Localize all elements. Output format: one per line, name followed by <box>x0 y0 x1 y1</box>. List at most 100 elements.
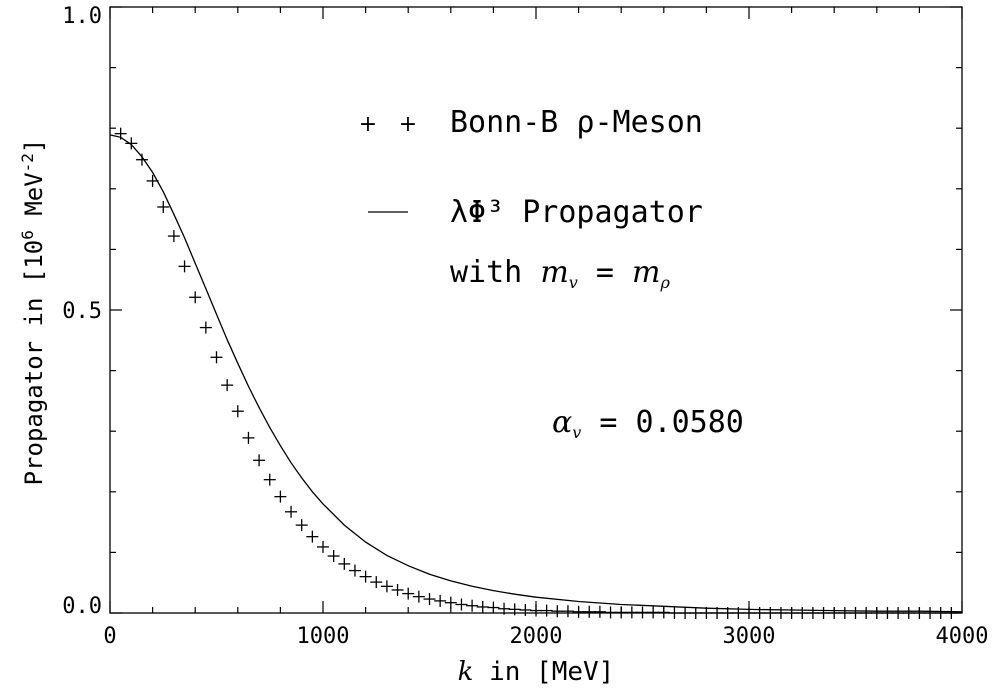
bonn-b-point <box>348 564 361 577</box>
bonn-b-point <box>274 490 287 503</box>
bonn-b-point <box>125 137 138 150</box>
bonn-b-point <box>604 606 617 619</box>
bonn-b-point <box>327 550 340 563</box>
bonn-b-point <box>860 607 873 619</box>
x-tick-label: 0 <box>103 624 116 649</box>
bonn-b-point <box>210 351 223 364</box>
bonn-b-point <box>167 230 180 243</box>
bonn-b-point <box>796 607 809 619</box>
legend-line-label-2: with mv = mρ <box>450 255 670 292</box>
bonn-b-point <box>231 405 244 418</box>
bonn-b-point <box>508 603 521 616</box>
bonn-b-point <box>668 607 681 619</box>
bonn-b-point <box>135 153 148 166</box>
bonn-b-point <box>455 598 468 611</box>
y-tick-label: 1.0 <box>62 4 102 29</box>
bonn-b-point <box>828 607 841 619</box>
y-axis-label-exp2: -2 <box>18 153 37 172</box>
bonn-b-point <box>785 607 798 619</box>
bonn-b-point <box>540 604 553 617</box>
bonn-b-point <box>924 607 937 619</box>
bonn-b-point <box>625 606 638 619</box>
bonn-b-point <box>679 607 692 619</box>
legend-marker-sample-2: + <box>399 112 417 137</box>
bonn-b-point <box>221 379 234 392</box>
x-axis-label-var: k <box>458 657 474 687</box>
bonn-b-point <box>412 590 425 603</box>
bonn-b-point <box>263 473 276 486</box>
bonn-b-point <box>838 607 851 619</box>
y-axis-label-close: ] <box>20 139 48 153</box>
legend: + + Bonn-B ρ-Meson λΦ³ Propagator with m… <box>359 105 703 292</box>
bonn-b-point <box>391 583 404 596</box>
x-tick-label: 3000 <box>723 624 776 649</box>
bonn-b-point <box>870 607 883 619</box>
line-series <box>109 134 963 613</box>
bonn-b-point <box>146 174 159 187</box>
tick-labels: 0 1000 2000 3000 4000 0.0 0.5 1.0 <box>62 4 988 649</box>
alpha-annotation: αv = 0.0580 <box>552 405 744 442</box>
bonn-b-point <box>444 596 457 609</box>
legend-marker-label: Bonn-B ρ-Meson <box>450 105 703 140</box>
bonn-b-point <box>317 540 329 553</box>
bonn-b-point <box>551 605 564 618</box>
bonn-b-point <box>295 519 308 532</box>
bonn-b-point <box>380 580 393 593</box>
bonn-b-point <box>657 606 670 619</box>
bonn-b-point <box>402 587 415 600</box>
bonn-b-point <box>370 576 383 589</box>
bonn-b-point <box>253 454 266 467</box>
bonn-b-point <box>359 570 372 583</box>
y-tick-label: 0.0 <box>62 594 102 619</box>
bonn-b-point <box>892 607 905 619</box>
bonn-b-point <box>934 607 947 619</box>
bonn-b-point <box>434 594 447 607</box>
bonn-b-point <box>945 607 958 619</box>
bonn-b-point <box>806 607 819 619</box>
bonn-b-point <box>476 600 489 613</box>
x-tick-label: 4000 <box>936 624 989 649</box>
x-axis-label-rest: in [MeV] <box>473 657 614 687</box>
x-axis-label: k in [MeV] <box>458 657 615 687</box>
bonn-b-point <box>913 607 926 619</box>
bonn-b-point <box>487 601 500 614</box>
bonn-b-point <box>753 607 766 619</box>
bonn-b-point <box>423 593 436 606</box>
bonn-b-point <box>498 602 511 615</box>
y-axis-label: Propagator in [106 MeV-2] <box>18 139 48 486</box>
bonn-b-point <box>849 607 862 619</box>
axis-ticks <box>109 6 963 614</box>
bonn-b-point <box>721 607 734 619</box>
bonn-b-point <box>647 606 660 619</box>
bonn-b-point <box>636 606 649 619</box>
bonn-b-point <box>519 603 532 616</box>
bonn-b-point <box>114 127 127 140</box>
bonn-b-point <box>583 605 596 618</box>
bonn-b-point <box>530 604 542 617</box>
bonn-b-point <box>178 260 191 273</box>
bonn-b-point <box>774 607 787 619</box>
bonn-b-point <box>242 431 255 444</box>
y-tick-label: 0.5 <box>62 299 102 324</box>
bonn-b-point <box>189 291 202 304</box>
bonn-b-point <box>764 607 777 619</box>
bonn-b-point <box>199 321 212 334</box>
bonn-b-point <box>306 530 319 543</box>
legend-line-label-1: λΦ³ Propagator <box>450 195 703 230</box>
marker-series <box>114 127 958 619</box>
bonn-b-point <box>902 607 915 619</box>
bonn-b-point <box>615 606 628 619</box>
bonn-b-point <box>817 607 830 619</box>
y-axis-label-main: Propagator in [10 <box>20 240 48 486</box>
bonn-b-point <box>561 605 574 618</box>
bonn-b-point <box>466 599 479 612</box>
x-tick-label: 2000 <box>510 624 563 649</box>
bonn-b-point <box>285 505 298 518</box>
bonn-b-point <box>881 607 894 619</box>
propagator-curve <box>109 134 963 613</box>
bonn-b-point <box>157 200 170 213</box>
bonn-b-point <box>338 557 351 570</box>
bonn-b-point <box>572 605 585 618</box>
plot-frame <box>109 6 963 614</box>
